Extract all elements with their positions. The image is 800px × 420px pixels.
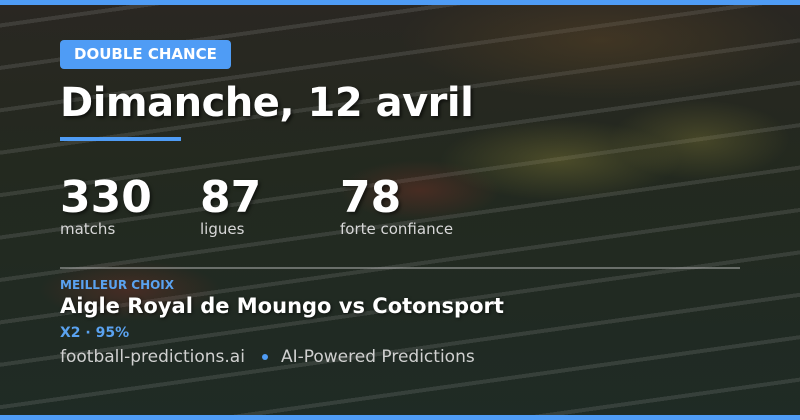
stat-matches: 330 matchs [60, 172, 152, 238]
title-underline [60, 137, 181, 141]
best-pick-odds: X2 · 95% [60, 325, 130, 341]
stat-label: matchs [60, 220, 116, 238]
stat-value: 330 [60, 172, 152, 223]
stat-value: 87 [200, 172, 262, 223]
top-accent-bar [0, 0, 800, 5]
stat-label: forte confiance [340, 220, 454, 238]
footer: football-predictions.ai AI-Powered Predi… [60, 347, 475, 367]
category-badge: DOUBLE CHANCE [60, 40, 231, 69]
tagline: AI-Powered Predictions [280, 347, 475, 367]
site-name: football-predictions.ai [60, 347, 245, 367]
stat-leagues: 87 ligues [200, 172, 261, 238]
best-pick-match: Aigle Royal de Moungo vs Cotonsport [60, 294, 504, 318]
bullet-dot-icon [261, 354, 268, 360]
stat-value: 78 [340, 172, 402, 223]
stat-high-confidence: 78 forte confiance [340, 172, 453, 238]
divider [60, 267, 740, 269]
stat-label: ligues [200, 220, 245, 238]
page-title: Dimanche, 12 avril [60, 80, 474, 126]
bottom-accent-bar [0, 415, 800, 420]
best-pick-kicker: MEILLEUR CHOIX [60, 278, 175, 292]
